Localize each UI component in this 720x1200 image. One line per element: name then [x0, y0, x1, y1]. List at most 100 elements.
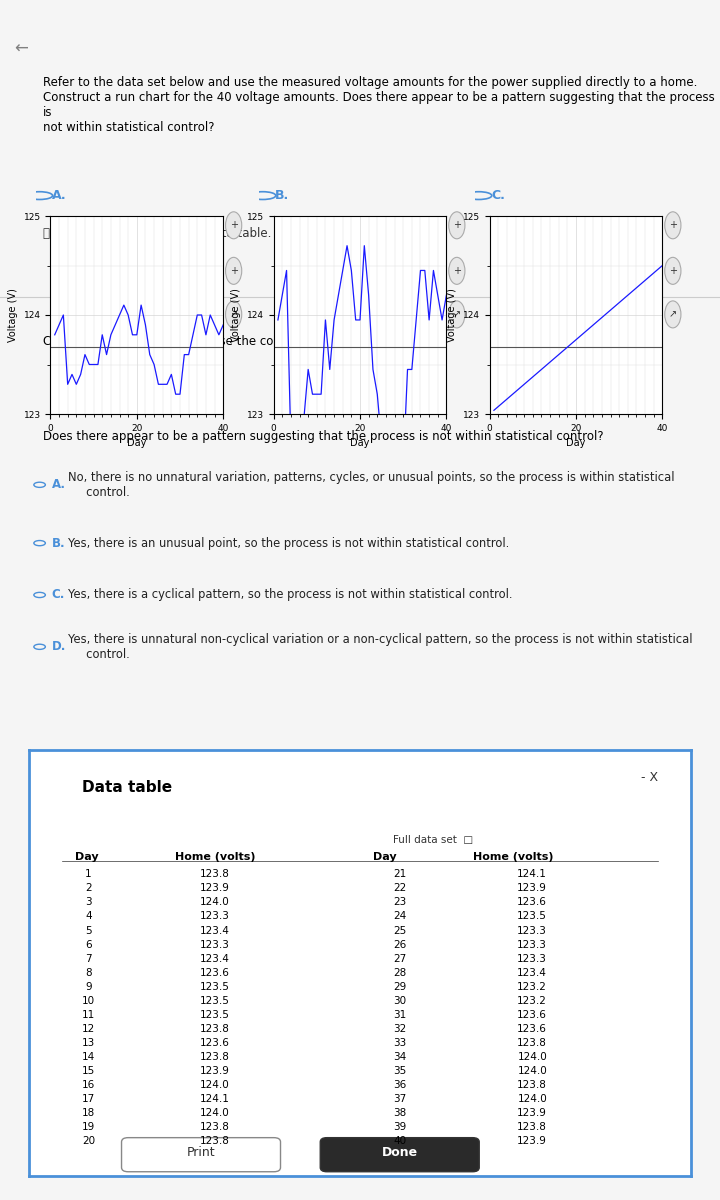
Text: 5: 5: [85, 925, 91, 936]
Text: 12: 12: [82, 1024, 95, 1034]
Text: Done: Done: [382, 1146, 418, 1159]
Circle shape: [449, 257, 465, 284]
Text: 123.5: 123.5: [199, 982, 229, 991]
Text: 124.0: 124.0: [518, 1094, 547, 1104]
Text: 37: 37: [393, 1094, 406, 1104]
Circle shape: [449, 301, 465, 328]
Text: ↗: ↗: [669, 310, 677, 319]
Text: Full data set  □: Full data set □: [393, 835, 473, 845]
Text: 123.8: 123.8: [199, 1136, 229, 1146]
Text: 123.8: 123.8: [199, 869, 229, 880]
Text: +: +: [669, 221, 677, 230]
Text: Home (volts): Home (volts): [174, 852, 255, 863]
Text: 33: 33: [393, 1038, 406, 1048]
Text: ↗: ↗: [453, 310, 461, 319]
Text: 124.1: 124.1: [199, 1094, 229, 1104]
Text: Yes, there is an unusual point, so the process is not within statistical control: Yes, there is an unusual point, so the p…: [68, 536, 510, 550]
Text: 123.3: 123.3: [517, 925, 547, 936]
Text: 38: 38: [393, 1109, 406, 1118]
Text: +: +: [230, 266, 238, 276]
Text: 123.6: 123.6: [517, 1010, 547, 1020]
Text: 124.1: 124.1: [517, 869, 547, 880]
Circle shape: [225, 211, 242, 239]
Text: 123.8: 123.8: [517, 1038, 547, 1048]
Circle shape: [225, 257, 242, 284]
Text: A.: A.: [52, 190, 66, 202]
Text: 21: 21: [393, 869, 406, 880]
Text: 124.0: 124.0: [199, 1109, 229, 1118]
Text: 123.5: 123.5: [199, 996, 229, 1006]
Text: 123.9: 123.9: [517, 883, 547, 893]
Text: +: +: [230, 221, 238, 230]
Text: 11: 11: [82, 1010, 95, 1020]
Text: 13: 13: [82, 1038, 95, 1048]
Text: 123.2: 123.2: [517, 996, 547, 1006]
Circle shape: [665, 211, 681, 239]
X-axis label: Day: Day: [351, 438, 369, 449]
Text: 14: 14: [82, 1052, 95, 1062]
Text: +: +: [453, 266, 461, 276]
Text: 1: 1: [85, 869, 91, 880]
Text: 123.9: 123.9: [517, 1136, 547, 1146]
Text: 17: 17: [82, 1094, 95, 1104]
Text: 31: 31: [393, 1010, 406, 1020]
Circle shape: [665, 301, 681, 328]
Text: 7: 7: [85, 954, 91, 964]
Text: 29: 29: [393, 982, 406, 991]
Text: 2: 2: [85, 883, 91, 893]
Text: 123.6: 123.6: [199, 1038, 229, 1048]
Text: +: +: [453, 221, 461, 230]
Text: 123.4: 123.4: [199, 925, 229, 936]
Text: 123.4: 123.4: [517, 967, 547, 978]
Text: Day: Day: [75, 852, 99, 863]
Text: Data table: Data table: [82, 780, 172, 794]
Text: 23: 23: [393, 898, 406, 907]
Text: 34: 34: [393, 1052, 406, 1062]
Text: 123.3: 123.3: [199, 912, 229, 922]
Text: 123.8: 123.8: [517, 1122, 547, 1133]
Text: 10: 10: [82, 996, 95, 1006]
Text: 123.9: 123.9: [199, 883, 229, 893]
Text: 123.6: 123.6: [199, 967, 229, 978]
Text: Print: Print: [186, 1146, 215, 1159]
Text: 123.5: 123.5: [517, 912, 547, 922]
Text: 123.3: 123.3: [517, 954, 547, 964]
Text: Refer to the data set below and use the measured voltage amounts for the power s: Refer to the data set below and use the …: [43, 76, 715, 133]
Text: 123.8: 123.8: [199, 1122, 229, 1133]
Y-axis label: Voltage (V): Voltage (V): [231, 288, 241, 342]
Circle shape: [225, 301, 242, 328]
Text: 40: 40: [393, 1136, 406, 1146]
Text: +: +: [669, 266, 677, 276]
Text: C.: C.: [52, 588, 66, 601]
Text: D.: D.: [52, 641, 66, 653]
Text: 30: 30: [393, 996, 406, 1006]
Text: - X: - X: [641, 772, 658, 785]
Text: Day: Day: [373, 852, 397, 863]
Text: 124.0: 124.0: [518, 1052, 547, 1062]
Text: • • •: • • •: [348, 302, 372, 313]
Text: 25: 25: [393, 925, 406, 936]
Text: ←: ←: [14, 40, 28, 58]
Text: A.: A.: [52, 479, 66, 491]
Text: 123.3: 123.3: [199, 940, 229, 949]
Text: Home (volts): Home (volts): [472, 852, 553, 863]
Text: 3: 3: [85, 898, 91, 907]
Text: 32: 32: [393, 1024, 406, 1034]
Text: 123.6: 123.6: [517, 1024, 547, 1034]
Text: Yes, there is unnatural non-cyclical variation or a non-cyclical pattern, so the: Yes, there is unnatural non-cyclical var…: [68, 632, 693, 661]
Text: 9: 9: [85, 982, 91, 991]
Text: 124.0: 124.0: [518, 1066, 547, 1076]
Text: C.: C.: [491, 190, 505, 202]
FancyBboxPatch shape: [122, 1138, 281, 1171]
Text: 15: 15: [82, 1066, 95, 1076]
Text: 16: 16: [82, 1080, 95, 1090]
Text: 18: 18: [82, 1109, 95, 1118]
Text: 124.0: 124.0: [199, 1080, 229, 1090]
Y-axis label: Voltage (V): Voltage (V): [447, 288, 457, 342]
Text: B.: B.: [52, 536, 66, 550]
Text: 123.8: 123.8: [199, 1052, 229, 1062]
Text: 28: 28: [393, 967, 406, 978]
Text: 22: 22: [393, 883, 406, 893]
Text: 20: 20: [82, 1136, 95, 1146]
Text: Yes, there is a cyclical pattern, so the process is not within statistical contr: Yes, there is a cyclical pattern, so the…: [68, 588, 513, 601]
